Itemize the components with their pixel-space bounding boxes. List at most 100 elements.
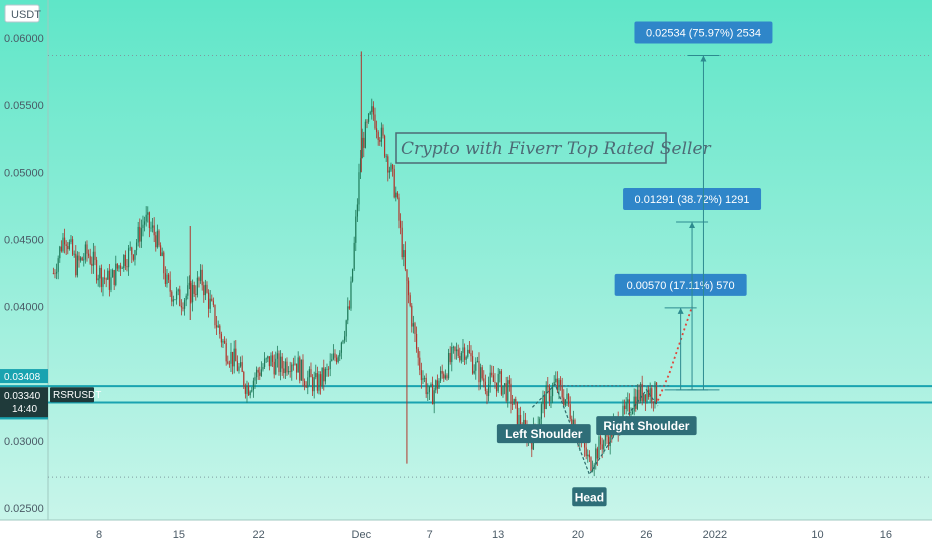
candle-body <box>639 383 642 401</box>
candle-body <box>227 361 229 364</box>
candle-body <box>513 398 515 405</box>
candle-body <box>139 226 141 242</box>
candle-body <box>113 270 115 285</box>
candle-body <box>524 419 526 426</box>
candle-body <box>591 468 594 472</box>
candle-body <box>326 368 328 370</box>
candle-body <box>636 389 638 409</box>
candle-body <box>311 377 314 392</box>
candle-body <box>599 436 602 445</box>
candle-body <box>204 284 206 296</box>
candle-body <box>193 284 195 294</box>
candle-body <box>147 212 149 215</box>
time-axis[interactable]: 8 15 22 Dec 7 13 20 26 2022 10 16 <box>96 529 892 541</box>
candle-body <box>435 380 437 391</box>
candle-body <box>332 353 334 360</box>
candle-body <box>353 242 355 270</box>
candle-body <box>598 436 600 459</box>
currency-badge[interactable]: USDT <box>4 4 41 23</box>
candle-body <box>388 170 390 173</box>
candle-body <box>428 386 430 393</box>
candle-body <box>57 258 59 272</box>
candle-body <box>169 279 171 292</box>
candle-body <box>406 269 408 281</box>
candle-body <box>439 371 442 381</box>
pattern-label[interactable]: Left Shoulder <box>496 424 591 444</box>
candle-body <box>185 295 187 301</box>
candle-body <box>508 380 510 384</box>
symbol-label[interactable]: RSRUSDT <box>50 387 101 403</box>
candle-body <box>270 355 272 367</box>
candle-body <box>252 380 254 391</box>
pattern-label[interactable]: Head <box>572 487 607 507</box>
candle-body <box>451 347 453 363</box>
level-price-tag[interactable]: 0.03408 <box>0 369 48 384</box>
measure-arrow <box>689 221 696 228</box>
current-price-tag[interactable]: 0.03340 14:40 <box>0 387 48 418</box>
current-price-tag-bg <box>0 387 48 418</box>
price-tick-label: 0.05000 <box>4 167 44 179</box>
measure-box[interactable]: 0.01291 (38.72%) 1291 <box>623 187 762 210</box>
candle-body <box>75 253 77 276</box>
candle-body <box>292 364 294 366</box>
candle-body <box>164 273 166 284</box>
candle-body <box>633 396 635 412</box>
candle-body <box>345 320 347 337</box>
pattern-label[interactable]: Right Shoulder <box>596 416 697 436</box>
pattern-label-bg <box>496 424 591 444</box>
candle-body <box>143 221 146 225</box>
candle-body <box>172 299 174 302</box>
candle-body <box>630 413 632 415</box>
candle-body <box>398 197 400 221</box>
candle-body <box>551 385 554 397</box>
candle-body <box>337 356 339 363</box>
horizontal-lines[interactable] <box>0 385 932 404</box>
candle-body <box>177 289 179 292</box>
measure-box[interactable]: 0.02534 (75.97%) 2534 <box>634 21 773 44</box>
measurement-tools[interactable]: 0.00570 (17.11%) 570 0.01291 (38.72%) 129… <box>614 21 773 391</box>
projection-dotted-line[interactable] <box>657 306 693 401</box>
candle-body <box>631 411 634 414</box>
pattern-outline[interactable] <box>531 383 659 476</box>
measure-box-text: 0.02534 (75.97%) 2534 <box>646 27 761 39</box>
candle-body <box>382 127 384 136</box>
candle-body <box>207 292 210 309</box>
candle-body <box>553 381 555 386</box>
price-axis[interactable]: 0.02500 0.03000 0.04000 0.04500 0.05000 0.055… <box>4 33 44 515</box>
head-shoulders-pattern[interactable]: Left Shoulder Head Right Shoulder <box>496 306 697 507</box>
candle-body <box>641 383 643 402</box>
candle-body <box>379 139 381 142</box>
time-tick-label: 20 <box>572 529 584 541</box>
candle-body <box>331 359 333 362</box>
candle-body <box>294 363 296 365</box>
price-tick-label: 0.04500 <box>4 234 44 246</box>
candle-body <box>411 305 413 327</box>
candle-body <box>100 267 102 287</box>
candle-body <box>625 402 627 410</box>
candle-body <box>206 284 208 293</box>
candle-body <box>457 349 459 356</box>
candle-body <box>201 269 203 286</box>
candle-body <box>302 359 304 381</box>
candle-body <box>105 278 107 280</box>
candle-body <box>425 377 427 395</box>
candle-body <box>63 237 66 245</box>
candle-body <box>622 405 624 427</box>
candle-body <box>283 368 285 374</box>
candle-body <box>348 306 350 309</box>
measure-box[interactable]: 0.00570 (17.11%) 570 <box>614 273 747 296</box>
candle-body <box>179 289 181 306</box>
candle-body <box>95 259 98 281</box>
candle-body <box>571 418 573 428</box>
candle-body <box>427 392 429 395</box>
candle-body <box>375 128 378 133</box>
time-tick-label: Dec <box>352 529 372 541</box>
candle-body <box>287 371 290 373</box>
current-time-text: 14:40 <box>12 404 37 415</box>
candle-body <box>475 361 477 371</box>
candle-body <box>199 269 202 281</box>
candle-body <box>583 439 586 448</box>
